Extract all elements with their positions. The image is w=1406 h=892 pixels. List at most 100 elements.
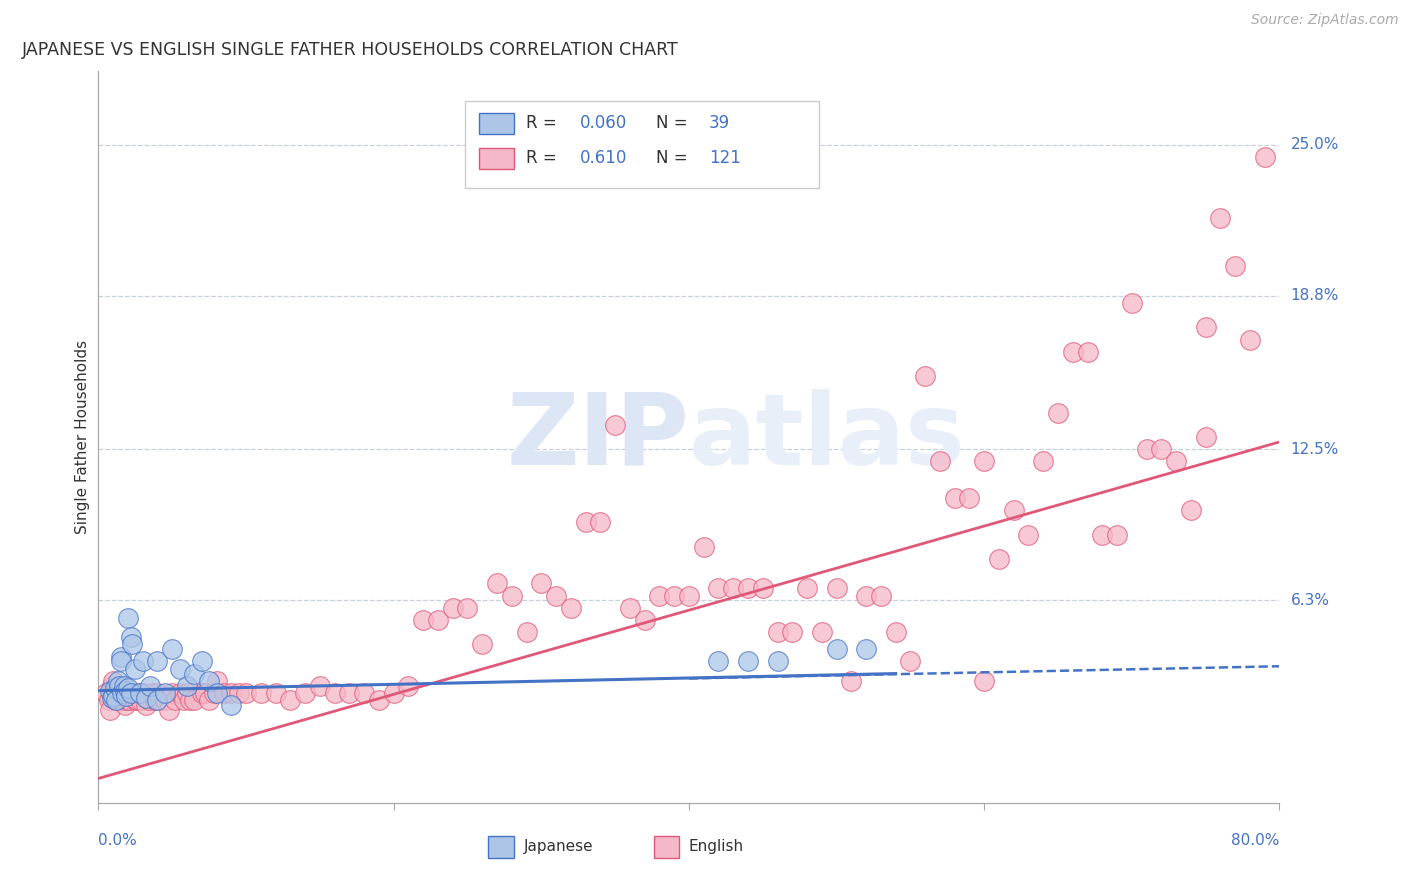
Point: [153, 686, 176, 700]
Point: [98, 703, 121, 717]
Point: [103, 673, 125, 688]
Point: [228, 686, 250, 700]
Point: [100, 690, 122, 705]
Point: [117, 686, 139, 700]
Text: N =: N =: [655, 149, 693, 168]
Text: 25.0%: 25.0%: [1291, 137, 1339, 152]
Point: [707, 654, 730, 668]
Text: 0.0%: 0.0%: [98, 833, 138, 848]
Point: [124, 693, 146, 707]
Point: [198, 673, 221, 688]
Point: [141, 686, 163, 700]
Point: [486, 576, 509, 591]
Point: [737, 581, 759, 595]
Text: Source: ZipAtlas.com: Source: ZipAtlas.com: [1251, 13, 1399, 28]
Point: [139, 679, 162, 693]
Point: [105, 693, 128, 707]
Point: [1046, 406, 1069, 420]
Point: [179, 693, 201, 707]
Point: [1239, 333, 1261, 347]
Point: [235, 686, 257, 700]
Point: [98, 683, 121, 698]
Text: English: English: [689, 839, 744, 855]
Point: [1091, 527, 1114, 541]
Point: [128, 693, 150, 707]
Point: [796, 581, 818, 595]
Point: [1062, 344, 1084, 359]
Point: [766, 654, 789, 668]
Point: [501, 589, 523, 603]
Point: [1121, 296, 1143, 310]
Point: [117, 681, 139, 696]
Point: [128, 686, 150, 700]
Text: 121: 121: [709, 149, 741, 168]
Point: [115, 689, 138, 703]
Point: [456, 600, 478, 615]
Point: [1032, 454, 1054, 468]
Point: [250, 686, 273, 700]
Point: [1164, 454, 1187, 468]
Point: [149, 693, 172, 707]
Point: [103, 686, 125, 700]
Point: [693, 540, 716, 554]
Text: 18.8%: 18.8%: [1291, 288, 1339, 303]
Text: JAPANESE VS ENGLISH SINGLE FATHER HOUSEHOLDS CORRELATION CHART: JAPANESE VS ENGLISH SINGLE FATHER HOUSEH…: [21, 41, 679, 59]
Point: [146, 693, 169, 707]
Bar: [488, 836, 515, 858]
Point: [162, 642, 183, 657]
Point: [135, 698, 157, 713]
Point: [869, 589, 891, 603]
Point: [117, 610, 139, 624]
Point: [751, 581, 773, 595]
Point: [589, 516, 612, 530]
Point: [928, 454, 950, 468]
Point: [1223, 260, 1246, 274]
Text: 6.3%: 6.3%: [1291, 593, 1330, 608]
Point: [914, 369, 936, 384]
Point: [108, 679, 131, 693]
Point: [412, 613, 434, 627]
Point: [212, 686, 235, 700]
Point: [884, 625, 907, 640]
Point: [721, 581, 744, 595]
Point: [108, 686, 131, 700]
Point: [107, 673, 129, 688]
Point: [112, 686, 135, 700]
Point: [205, 686, 228, 700]
Point: [146, 686, 169, 700]
Point: [471, 637, 494, 651]
Point: [162, 686, 183, 700]
Point: [111, 693, 134, 707]
Point: [264, 686, 287, 700]
Point: [191, 654, 214, 668]
Point: [987, 552, 1010, 566]
Point: [205, 673, 228, 688]
Point: [176, 686, 198, 700]
Point: [278, 693, 302, 707]
Point: [1105, 527, 1128, 541]
Bar: [478, 113, 515, 134]
Point: [323, 686, 346, 700]
Point: [633, 613, 655, 627]
Point: [219, 686, 242, 700]
Text: 0.060: 0.060: [581, 114, 627, 132]
Point: [1150, 442, 1173, 457]
Point: [1077, 344, 1099, 359]
Point: [943, 491, 966, 505]
Point: [135, 690, 157, 705]
Point: [353, 686, 375, 700]
Point: [1002, 503, 1025, 517]
Point: [110, 649, 132, 664]
Point: [202, 686, 225, 700]
Point: [309, 679, 332, 693]
Point: [198, 693, 221, 707]
Point: [1195, 430, 1218, 444]
Point: [183, 666, 205, 681]
Point: [120, 686, 142, 700]
Point: [544, 589, 567, 603]
Point: [737, 654, 759, 668]
Point: [97, 693, 120, 707]
Point: [707, 581, 730, 595]
Point: [1135, 442, 1157, 457]
Point: [382, 686, 405, 700]
